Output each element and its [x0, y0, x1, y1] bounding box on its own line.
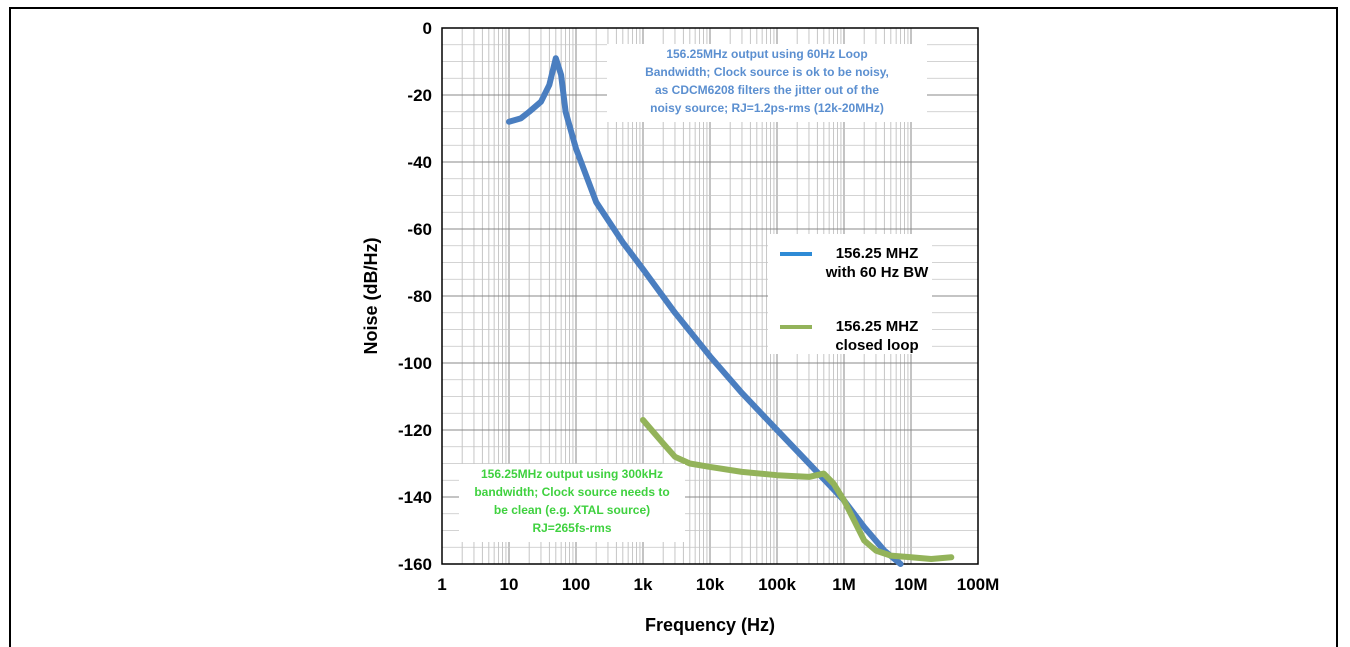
plot-area [441, 27, 979, 565]
x-tick-label: 1 [437, 575, 446, 594]
x-tick-label: 1k [634, 575, 653, 594]
annotation-text: 156.25MHz output using 60Hz Loop [666, 47, 867, 61]
annotation-text: be clean (e.g. XTAL source) [494, 503, 650, 517]
annotation-box-2 [459, 464, 685, 542]
y-axis-title: Noise (dB/Hz) [361, 237, 381, 354]
annotation-box-1 [607, 44, 927, 122]
x-tick-label: 100k [758, 575, 796, 594]
x-tick-label: 10k [696, 575, 725, 594]
series-line-1 [506, 55, 904, 567]
annotation-text: bandwidth; Clock source needs to [474, 485, 669, 499]
y-tick-label: -160 [398, 555, 432, 574]
y-tick-label: -140 [398, 488, 432, 507]
legend-label: 156.25 MHZ [836, 245, 919, 262]
legend: 156.25 MHZ with 60 Hz BW 156.25 MHZ closed … [768, 234, 932, 354]
series-line-2 [640, 417, 955, 562]
x-tick-label: 10M [894, 575, 927, 594]
annotation-text: as CDCM6208 filters the jitter out of th… [655, 83, 879, 97]
x-axis: 1 10 100 1k 10k 100k 1M 10M 100M [437, 575, 999, 594]
y-tick-label: 0 [423, 19, 432, 38]
legend-label: with 60 Hz BW [825, 264, 929, 281]
series-layer [506, 55, 955, 567]
x-tick-label: 10 [500, 575, 519, 594]
x-axis-title: Frequency (Hz) [645, 615, 775, 635]
annotation-text: noisy source; RJ=1.2ps-rms (12k-20MHz) [650, 101, 884, 115]
y-tick-label: -100 [398, 354, 432, 373]
legend-label: closed loop [835, 337, 918, 354]
x-tick-label: 1M [832, 575, 856, 594]
y-tick-label: -60 [407, 220, 432, 239]
annotation-text: 156.25MHz output using 300kHz [481, 467, 663, 481]
x-tick-label: 100 [562, 575, 590, 594]
x-tick-label: 100M [957, 575, 1000, 594]
legend-label: 156.25 MHZ [836, 318, 919, 335]
y-tick-label: -20 [407, 86, 432, 105]
y-axis: 0 -20 -40 -60 -80 -100 -120 -140 -160 [398, 19, 432, 574]
annotation-text: RJ=265fs-rms [532, 521, 611, 535]
annotation-text: Bandwidth; Clock source is ok to be nois… [645, 65, 889, 79]
y-tick-label: -120 [398, 421, 432, 440]
annotations: 156.25MHz output using 60Hz Loop Bandwidt… [459, 44, 927, 542]
figure-frame [9, 7, 1338, 647]
y-tick-label: -80 [407, 287, 432, 306]
y-tick-label: -40 [407, 153, 432, 172]
